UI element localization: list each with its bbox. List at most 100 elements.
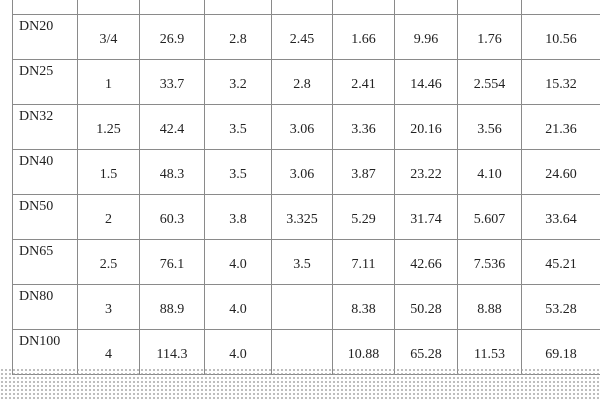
cell-text: 8.38: [351, 302, 376, 317]
header-cell: [522, 0, 600, 15]
table-cell: 1.76: [458, 15, 522, 60]
cell-text: 3.36: [351, 122, 376, 137]
table-cell: 2: [78, 195, 140, 240]
row-label: DN50: [12, 195, 78, 240]
cell-text: 42.4: [159, 122, 185, 137]
table-cell: 2.5: [78, 240, 140, 285]
header-cell: [458, 0, 522, 15]
header-cell: [333, 0, 395, 15]
table-cell: 88.9: [140, 285, 205, 330]
table-cell: 3.56: [458, 105, 522, 150]
row-label: DN40: [12, 150, 78, 195]
cell-text: 9.96: [413, 32, 439, 47]
cell-text: 42.66: [410, 257, 442, 272]
cell-text: 5.607: [473, 212, 506, 227]
cell-text: DN25: [19, 64, 54, 79]
cell-text: 33.7: [159, 77, 185, 92]
table-cell: 48.3: [140, 150, 205, 195]
cell-text: 3.325: [286, 212, 318, 227]
header-cell: [272, 0, 333, 15]
cell-text: 3/4: [99, 32, 118, 47]
cell-text: 2.554: [473, 77, 506, 92]
scan-noise: [0, 368, 600, 400]
table-cell: 2.8: [272, 60, 333, 105]
table-cell: 2.8: [205, 15, 272, 60]
header-cell: [140, 0, 205, 15]
table-cell: 4.0: [205, 285, 272, 330]
header-cell: [395, 0, 458, 15]
row-label: DN20: [12, 15, 78, 60]
table-cell: 14.46: [395, 60, 458, 105]
table-cell: 3/4: [78, 15, 140, 60]
table-cell: 50.28: [395, 285, 458, 330]
cell-text: 26.9: [159, 32, 185, 47]
cell-text: DN20: [19, 19, 54, 34]
cell-text: 3.06: [289, 167, 315, 182]
table-cell: 76.1: [140, 240, 205, 285]
table-cell: 3.06: [272, 105, 333, 150]
cell-text: 88.9: [159, 302, 185, 317]
table-cell: 4.10: [458, 150, 522, 195]
table-cell: 23.22: [395, 150, 458, 195]
cell-text: 31.74: [410, 212, 442, 227]
table-cell: 42.4: [140, 105, 205, 150]
table-cell: 10.56: [522, 15, 600, 60]
cell-text: 24.60: [545, 167, 577, 182]
cell-text: 48.3: [159, 167, 185, 182]
header-cell: [205, 0, 272, 15]
cell-text: 50.28: [410, 302, 442, 317]
cell-text: 2.41: [351, 77, 376, 92]
table-cell: 33.64: [522, 195, 600, 240]
cell-text: DN50: [19, 199, 54, 214]
table-cell: 2.45: [272, 15, 333, 60]
cell-text: 3.2: [229, 77, 247, 92]
cell-text: 3.5: [293, 257, 311, 272]
header-cell: [78, 0, 140, 15]
cell-text: 2.5: [99, 257, 118, 272]
table-cell: 3.325: [272, 195, 333, 240]
table-cell: 1.25: [78, 105, 140, 150]
cell-text: 5.29: [351, 212, 376, 227]
cell-text: 1.76: [477, 32, 502, 47]
cell-text: 114.3: [156, 347, 188, 362]
table-cell: 3.5: [205, 150, 272, 195]
table-cell: 1: [78, 60, 140, 105]
table-cell: 42.66: [395, 240, 458, 285]
cell-text: 65.28: [410, 347, 442, 362]
table-cell: 3.87: [333, 150, 395, 195]
table-cell: 4.0: [205, 240, 272, 285]
row-label: DN80: [12, 285, 78, 330]
table-cell: 21.36: [522, 105, 600, 150]
table-cell: [272, 285, 333, 330]
table-cell: 3.2: [205, 60, 272, 105]
table-cell: 5.607: [458, 195, 522, 240]
cell-text: 33.64: [545, 212, 577, 227]
cell-text: 8.88: [477, 302, 502, 317]
table-cell: 3.5: [272, 240, 333, 285]
table-cell: 1.5: [78, 150, 140, 195]
cell-text: 4.10: [477, 167, 502, 182]
cell-text: 2.8: [229, 32, 247, 47]
cell-text: 3.8: [229, 212, 247, 227]
cell-text: 15.32: [545, 77, 577, 92]
cell-text: DN65: [19, 244, 54, 259]
cell-text: 69.18: [545, 347, 577, 362]
table-cell: 31.74: [395, 195, 458, 240]
cell-text: 1.25: [96, 122, 121, 137]
table-cell: 5.29: [333, 195, 395, 240]
table-cell: 3.06: [272, 150, 333, 195]
table-cell: 7.11: [333, 240, 395, 285]
cell-text: 76.1: [159, 257, 185, 272]
table-cell: 9.96: [395, 15, 458, 60]
table-cell: 24.60: [522, 150, 600, 195]
row-label: DN25: [12, 60, 78, 105]
cell-text: DN100: [19, 334, 61, 349]
table-cell: 2.41: [333, 60, 395, 105]
table-cell: 2.554: [458, 60, 522, 105]
cell-text: 60.3: [159, 212, 185, 227]
cell-text: DN40: [19, 154, 54, 169]
cell-text: DN32: [19, 109, 54, 124]
cell-text: DN80: [19, 289, 54, 304]
cell-text: 3: [105, 302, 112, 317]
table-cell: 33.7: [140, 60, 205, 105]
